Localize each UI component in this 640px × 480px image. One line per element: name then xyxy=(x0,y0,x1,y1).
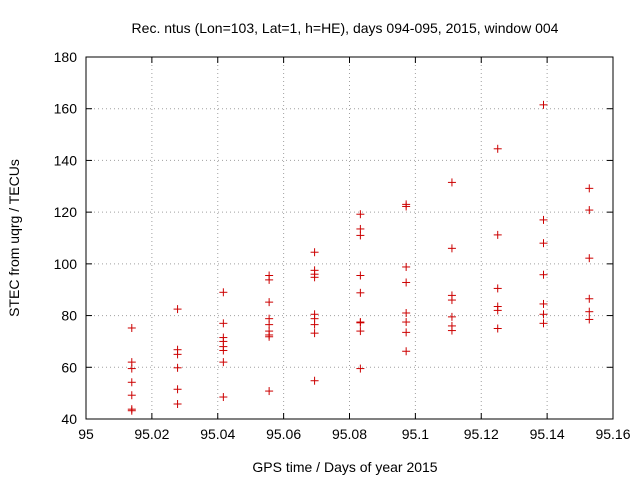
data-point xyxy=(219,319,228,328)
grid xyxy=(86,57,613,419)
data-point xyxy=(447,326,456,335)
data-point xyxy=(539,100,548,109)
x-tick-label: 95.04 xyxy=(200,426,235,442)
x-tick-label: 95.1 xyxy=(402,426,429,442)
data-point xyxy=(585,294,594,303)
data-point xyxy=(173,385,182,394)
data-point xyxy=(356,210,365,219)
x-tick-label: 95.08 xyxy=(332,426,367,442)
data-point xyxy=(539,239,548,248)
y-tick-label: 60 xyxy=(61,359,77,375)
data-point xyxy=(447,312,456,321)
data-point xyxy=(173,305,182,314)
data-point xyxy=(493,144,502,153)
data-point xyxy=(447,296,456,305)
data-point xyxy=(265,387,274,396)
data-point xyxy=(356,364,365,373)
data-point xyxy=(310,248,319,257)
x-tick-label: 95.14 xyxy=(530,426,565,442)
y-tick-label: 80 xyxy=(61,308,77,324)
data-point xyxy=(219,288,228,297)
data-point xyxy=(356,271,365,280)
data-point xyxy=(219,358,228,367)
data-point xyxy=(219,346,228,355)
data-point xyxy=(447,178,456,187)
data-point xyxy=(127,364,136,373)
data-point xyxy=(539,319,548,328)
y-tick-label: 100 xyxy=(54,256,78,272)
y-tick-label: 180 xyxy=(54,49,78,65)
x-axis-label: GPS time / Days of year 2015 xyxy=(252,459,437,475)
data-point xyxy=(310,273,319,282)
data-point xyxy=(265,332,274,341)
data-point xyxy=(539,299,548,308)
data-point xyxy=(402,318,411,327)
data-point xyxy=(356,318,365,327)
y-tick-label: 140 xyxy=(54,152,78,168)
data-point xyxy=(493,306,502,315)
data-point xyxy=(402,308,411,317)
plot-frame xyxy=(85,56,614,420)
data-point xyxy=(585,315,594,324)
data-point xyxy=(493,284,502,293)
data-point xyxy=(127,391,136,400)
data-point xyxy=(265,298,274,307)
data-point xyxy=(585,307,594,316)
data-point xyxy=(402,262,411,271)
chart-title: Rec. ntus (Lon=103, Lat=1, h=HE), days 0… xyxy=(132,20,559,36)
data-point xyxy=(173,350,182,359)
y-tick-label: 120 xyxy=(54,204,78,220)
x-tick-labels: 95 95.02 95.04 95.06 95.08 95.1 95.12 95.14 95.1… xyxy=(78,426,631,442)
data-point xyxy=(585,254,594,263)
data-point xyxy=(402,202,411,211)
data-point xyxy=(493,230,502,239)
data-point xyxy=(539,215,548,224)
data-point xyxy=(356,231,365,240)
data-points xyxy=(127,100,594,415)
data-point xyxy=(539,270,548,279)
data-point xyxy=(173,400,182,409)
data-point xyxy=(447,244,456,253)
data-point xyxy=(219,393,228,402)
x-tick-label: 95.06 xyxy=(266,426,301,442)
data-point xyxy=(356,288,365,297)
y-tick-labels: 40 60 80 100 120 140 160 180 xyxy=(54,49,78,427)
data-point xyxy=(356,327,365,336)
data-point xyxy=(585,184,594,193)
data-point xyxy=(402,278,411,287)
data-point xyxy=(127,323,136,332)
data-point xyxy=(173,363,182,372)
y-axis-label: STEC from uqrg / TECUs xyxy=(6,159,22,317)
data-point xyxy=(493,324,502,333)
data-point xyxy=(265,275,274,284)
data-point xyxy=(310,329,319,338)
y-tick-label: 40 xyxy=(61,411,77,427)
data-point xyxy=(402,328,411,337)
x-tick-label: 95.02 xyxy=(134,426,169,442)
data-point xyxy=(402,347,411,356)
y-tick-label: 160 xyxy=(54,101,78,117)
x-tick-label: 95.16 xyxy=(595,426,630,442)
data-point xyxy=(585,206,594,215)
data-point xyxy=(539,310,548,319)
data-point xyxy=(310,320,319,329)
x-tick-label: 95.12 xyxy=(464,426,499,442)
data-point xyxy=(127,378,136,387)
data-point xyxy=(310,376,319,385)
data-point xyxy=(127,406,136,415)
x-tick-label: 95 xyxy=(78,426,94,442)
